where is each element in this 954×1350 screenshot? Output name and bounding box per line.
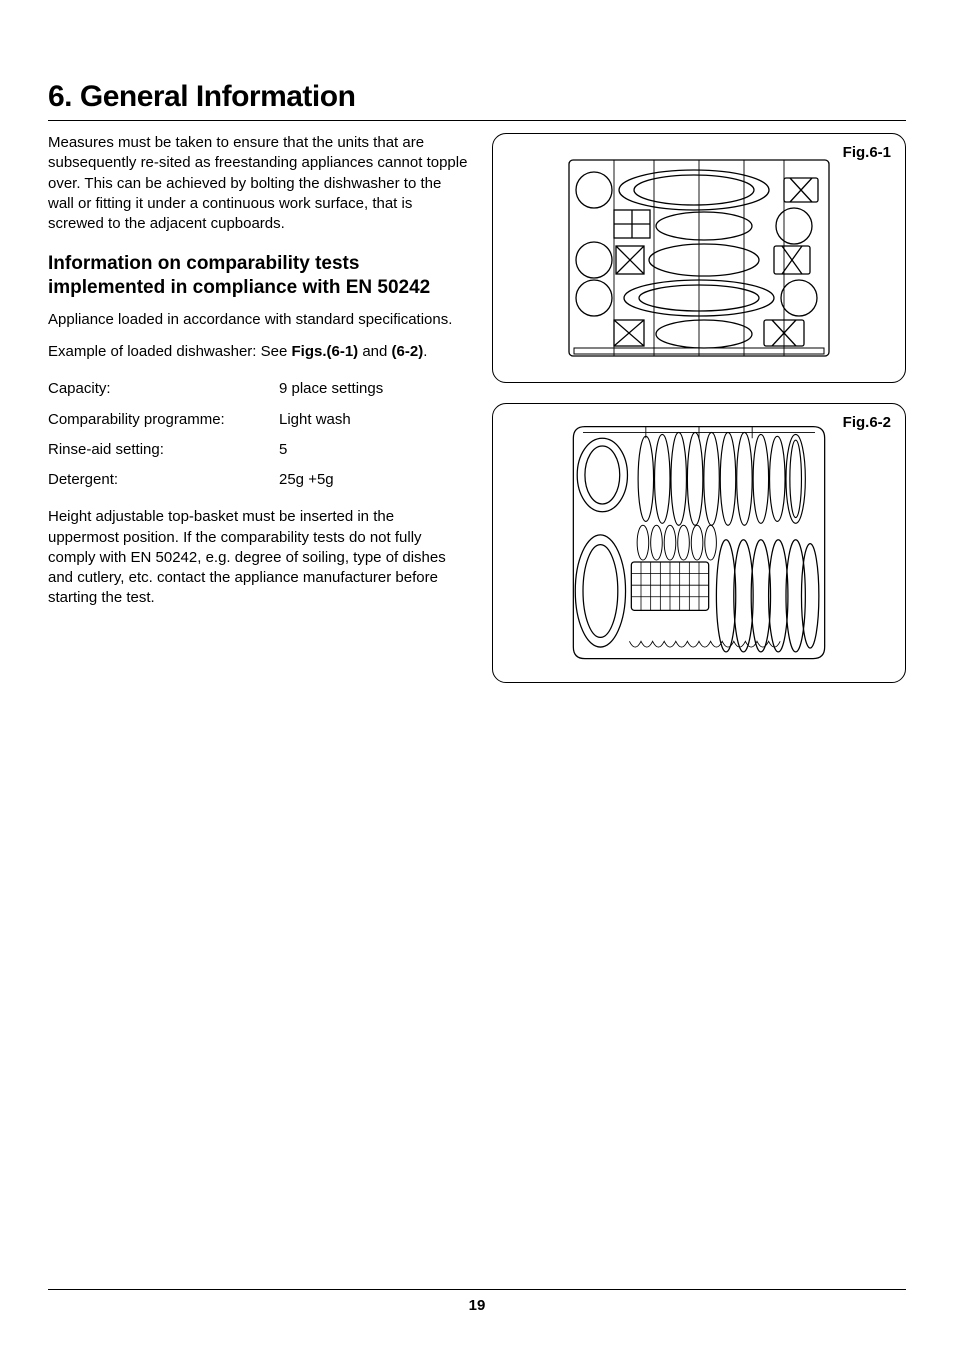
page-number: 19: [469, 1297, 486, 1314]
spec-intro-2-suffix: .: [423, 343, 427, 360]
figure-6-2: Fig.6-2: [492, 403, 906, 683]
left-column: Measures must be taken to ensure that th…: [48, 133, 468, 683]
figure-label: Fig.6-1: [843, 144, 891, 161]
table-row: Detergent: 25g +5g: [48, 465, 468, 495]
closing-paragraph: Height adjustable top-basket must be ins…: [48, 507, 468, 608]
spec-value: 9 place settings: [279, 374, 468, 404]
heading-rule: [48, 120, 906, 121]
table-row: Comparability programme: Light wash: [48, 405, 468, 435]
dishwasher-lower-rack-icon: [554, 417, 844, 668]
section-heading: 6. General Information: [48, 80, 906, 114]
spec-label: Comparability programme:: [48, 405, 279, 435]
spec-intro-1: Appliance loaded in accordance with stan…: [48, 310, 468, 330]
content-columns: Measures must be taken to ensure that th…: [48, 133, 906, 683]
table-row: Capacity: 9 place settings: [48, 374, 468, 404]
spec-intro-2-and: and: [358, 343, 391, 360]
intro-paragraph: Measures must be taken to ensure that th…: [48, 133, 468, 234]
dishwasher-upper-rack-icon: [554, 148, 844, 368]
spec-table: Capacity: 9 place settings Comparability…: [48, 374, 468, 495]
spec-label: Detergent:: [48, 465, 279, 495]
figure-6-1: Fig.6-1: [492, 133, 906, 383]
spec-value: 25g +5g: [279, 465, 468, 495]
sub-heading: Information on comparability tests imple…: [48, 252, 468, 300]
spec-label: Rinse-aid setting:: [48, 435, 279, 465]
spec-label: Capacity:: [48, 374, 279, 404]
spec-intro-2-fig1: Figs.(6-1): [291, 343, 358, 360]
spec-intro-2-prefix: Example of loaded dishwasher: See: [48, 343, 291, 360]
right-column: Fig.6-1: [492, 133, 906, 683]
spec-intro-2: Example of loaded dishwasher: See Figs.(…: [48, 342, 468, 362]
spec-intro-2-fig2: (6-2): [392, 343, 424, 360]
spec-value: Light wash: [279, 405, 468, 435]
footer-rule: [48, 1289, 906, 1290]
table-row: Rinse-aid setting: 5: [48, 435, 468, 465]
figure-label: Fig.6-2: [843, 414, 891, 431]
spec-value: 5: [279, 435, 468, 465]
